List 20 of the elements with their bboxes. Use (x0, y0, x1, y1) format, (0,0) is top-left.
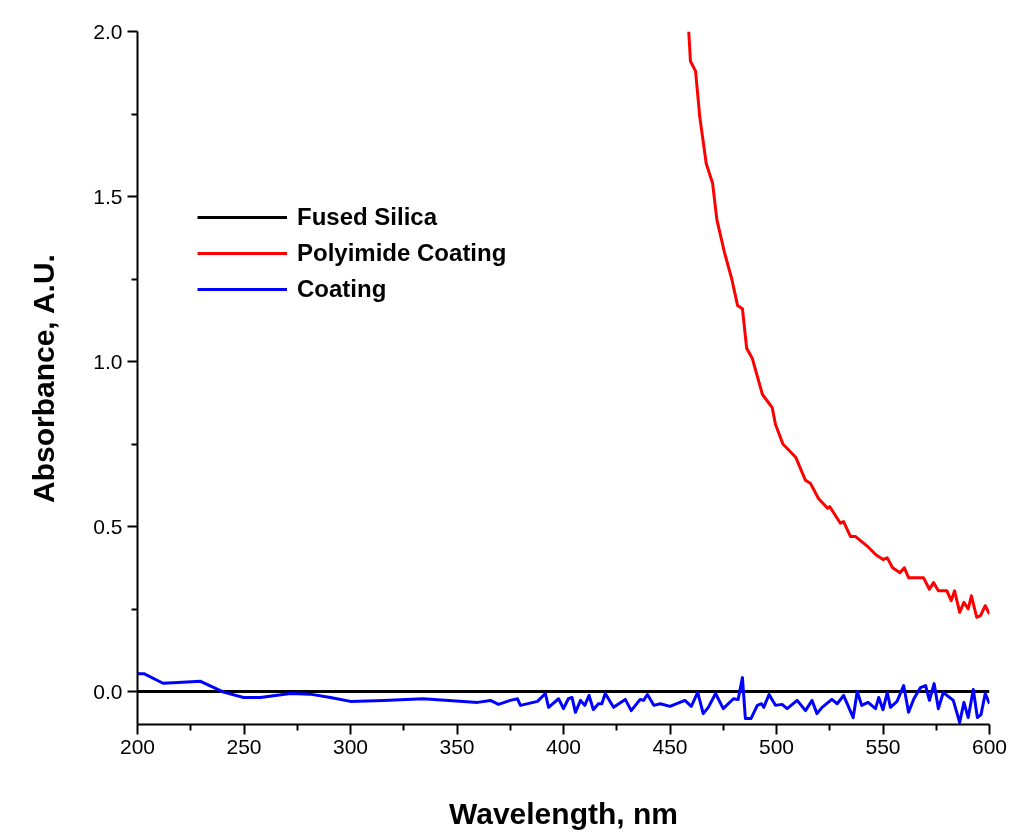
x-tick-label: 450 (652, 734, 688, 758)
y-tick-label: 2.0 (93, 19, 123, 43)
x-tick-label: 300 (332, 734, 369, 758)
x-tick-label: 350 (439, 734, 475, 758)
y-axis-title: Absorbance, A.U. (27, 254, 61, 504)
legend-label: Polyimide Coating (297, 239, 507, 267)
legend-label: Fused Silica (297, 203, 438, 231)
x-tick-label: 550 (865, 734, 901, 758)
x-tick-label: 200 (119, 734, 156, 758)
x-tick-label: 500 (758, 734, 795, 758)
x-tick-label: 600 (971, 734, 1008, 758)
x-axis-title: Wavelength, nm (449, 796, 678, 830)
y-tick-label: 0.5 (93, 514, 123, 538)
x-tick-label: 400 (545, 734, 582, 758)
y-tick-label: 1.5 (93, 184, 123, 208)
x-tick-label: 250 (226, 734, 262, 758)
line-series (687, 31, 990, 619)
y-tick-label: 1.0 (93, 349, 123, 373)
y-tick-label: 0.0 (93, 679, 123, 703)
legend-label: Coating (297, 275, 387, 303)
